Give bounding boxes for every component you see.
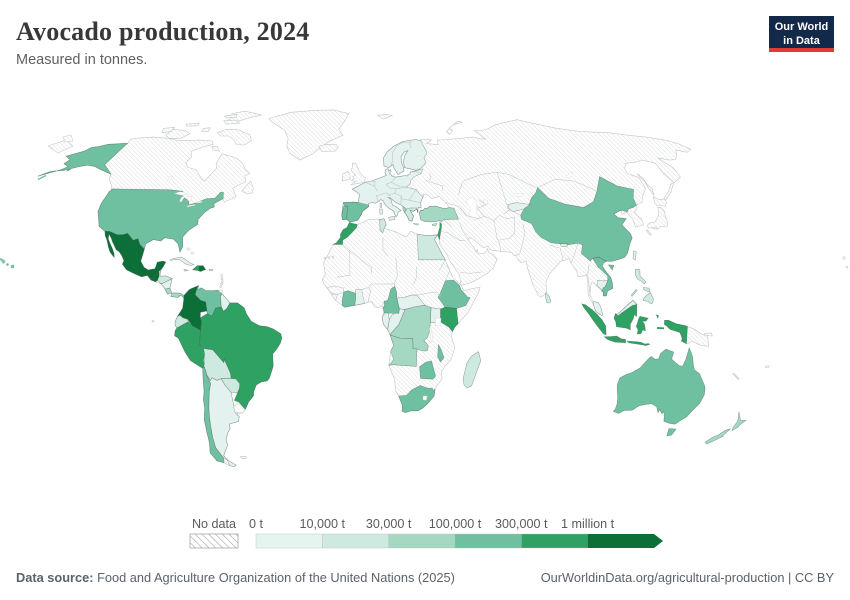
svg-text:No data: No data	[192, 517, 236, 531]
svg-text:1 million t: 1 million t	[561, 517, 615, 531]
svg-text:30,000 t: 30,000 t	[366, 517, 412, 531]
svg-text:0 t: 0 t	[249, 517, 264, 531]
svg-text:10,000 t: 10,000 t	[300, 517, 346, 531]
svg-text:100,000 t: 100,000 t	[429, 517, 482, 531]
svg-text:300,000 t: 300,000 t	[495, 517, 548, 531]
